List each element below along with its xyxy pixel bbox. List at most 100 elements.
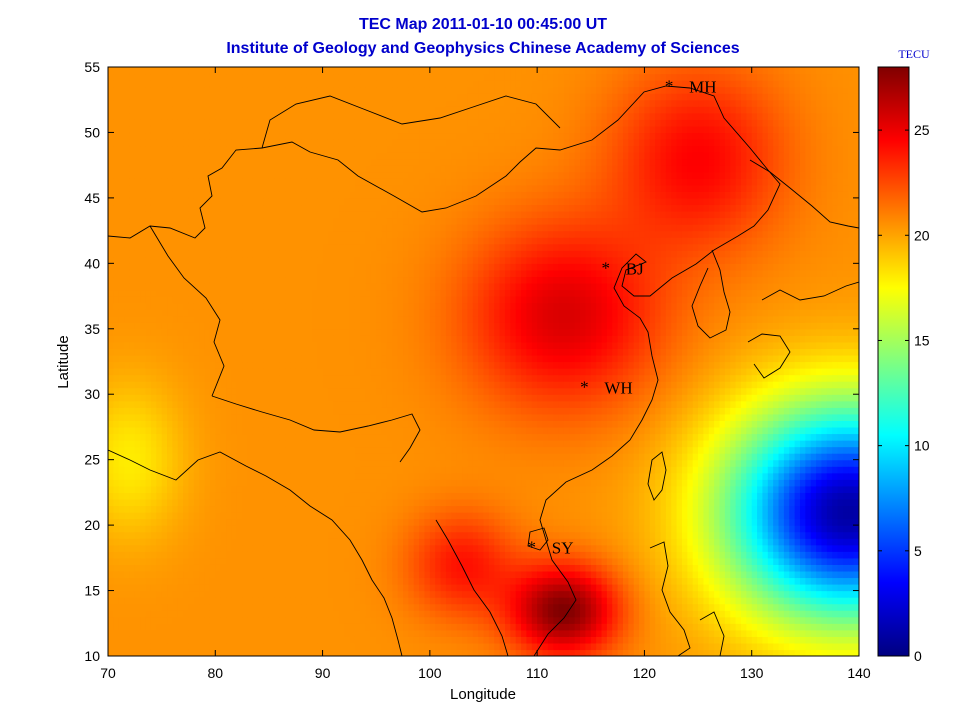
heatmap-cell	[204, 413, 211, 421]
heatmap-cell	[301, 446, 308, 454]
heatmap-cell	[338, 263, 345, 271]
heatmap-cell	[242, 525, 249, 533]
heatmap-cell	[386, 125, 393, 134]
heatmap-cell	[226, 361, 232, 369]
heatmap-cell	[386, 302, 393, 310]
heatmap-cell	[156, 217, 163, 225]
heatmap-cell	[403, 597, 409, 605]
heatmap-cell	[145, 341, 152, 350]
heatmap-cell	[193, 538, 200, 546]
heatmap-cell	[365, 230, 372, 238]
heatmap-cell	[231, 354, 238, 363]
heatmap-cell	[322, 649, 329, 656]
heatmap-cell	[338, 171, 345, 179]
heatmap-cell	[145, 368, 152, 376]
heatmap-cell	[183, 348, 190, 356]
heatmap-cell	[274, 322, 281, 330]
heatmap-cell	[145, 374, 152, 382]
heatmap-cell	[242, 204, 249, 212]
heatmap-cell	[177, 544, 184, 552]
heatmap-cell	[150, 623, 157, 631]
heatmap-cell	[145, 191, 152, 199]
heatmap-cell	[392, 433, 399, 441]
heatmap-cell	[397, 99, 404, 107]
heatmap-cell	[167, 459, 173, 467]
heatmap-cell	[290, 374, 297, 382]
heatmap-cell	[145, 263, 152, 271]
heatmap-cell	[215, 86, 222, 94]
heatmap-cell	[145, 525, 152, 533]
heatmap-cell	[188, 505, 195, 513]
heatmap-cell	[188, 86, 195, 94]
heatmap-cell	[236, 505, 243, 513]
heatmap-cell	[392, 590, 399, 598]
heatmap-cell	[188, 400, 195, 408]
heatmap-cell	[124, 335, 131, 343]
heatmap-cell	[301, 400, 308, 408]
heatmap-cell	[295, 328, 302, 336]
heatmap-cell	[242, 224, 249, 232]
heatmap-cell	[199, 138, 206, 147]
heatmap-cell	[306, 426, 313, 435]
heatmap-cell	[311, 400, 318, 408]
heatmap-cell	[333, 191, 340, 199]
heatmap-cell	[279, 145, 286, 153]
heatmap-cell	[204, 440, 211, 448]
heatmap-cell	[258, 459, 265, 467]
heatmap-cell	[338, 597, 345, 605]
heatmap-cell	[263, 125, 270, 134]
heatmap-cell	[242, 426, 249, 435]
heatmap-cell	[392, 171, 399, 179]
heatmap-cell	[209, 145, 216, 153]
heatmap-cell	[381, 178, 388, 186]
heatmap-cell	[338, 217, 345, 225]
heatmap-cell	[247, 564, 254, 572]
heatmap-cell	[220, 282, 227, 291]
heatmap-cell	[349, 597, 356, 605]
heatmap-cell	[365, 138, 372, 147]
heatmap-cell	[167, 158, 173, 166]
heatmap-cell	[360, 80, 367, 88]
heatmap-cell	[344, 93, 350, 101]
heatmap-cell	[204, 309, 211, 317]
heatmap-cell	[311, 132, 318, 140]
heatmap-cell	[108, 394, 114, 402]
heatmap-cell	[285, 433, 291, 441]
heatmap-cell	[183, 112, 190, 120]
heatmap-cell	[365, 518, 372, 526]
heatmap-cell	[317, 459, 324, 467]
heatmap-cell	[140, 459, 147, 467]
heatmap-cell	[177, 426, 184, 435]
heatmap-cell	[113, 400, 120, 408]
heatmap-cell	[150, 230, 157, 238]
heatmap-cell	[285, 112, 291, 120]
heatmap-cell	[274, 106, 281, 114]
heatmap-cell	[226, 426, 232, 435]
heatmap-cell	[258, 296, 265, 304]
heatmap-cell	[145, 106, 152, 114]
heatmap-cell	[183, 80, 190, 88]
heatmap-cell	[370, 433, 377, 441]
heatmap-cell	[279, 525, 286, 533]
heatmap-cell	[268, 557, 275, 565]
heatmap-cell	[338, 466, 345, 474]
heatmap-cell	[381, 597, 388, 605]
heatmap-cell	[140, 204, 147, 212]
heatmap-cell	[199, 649, 206, 656]
heatmap-cell	[140, 125, 147, 134]
heatmap-cell	[349, 289, 356, 297]
heatmap-cell	[322, 570, 329, 579]
heatmap-cell	[242, 132, 249, 140]
heatmap-cell	[344, 636, 350, 644]
heatmap-cell	[140, 171, 147, 179]
heatmap-cell	[247, 472, 254, 480]
heatmap-cell	[258, 597, 265, 605]
heatmap-cell	[365, 466, 372, 474]
heatmap-cell	[220, 276, 227, 284]
heatmap-cell	[258, 138, 265, 147]
heatmap-cell	[172, 171, 179, 179]
heatmap-cell	[344, 269, 350, 278]
heatmap-cell	[392, 67, 399, 75]
heatmap-cell	[161, 145, 168, 153]
heatmap-cell	[236, 564, 243, 572]
